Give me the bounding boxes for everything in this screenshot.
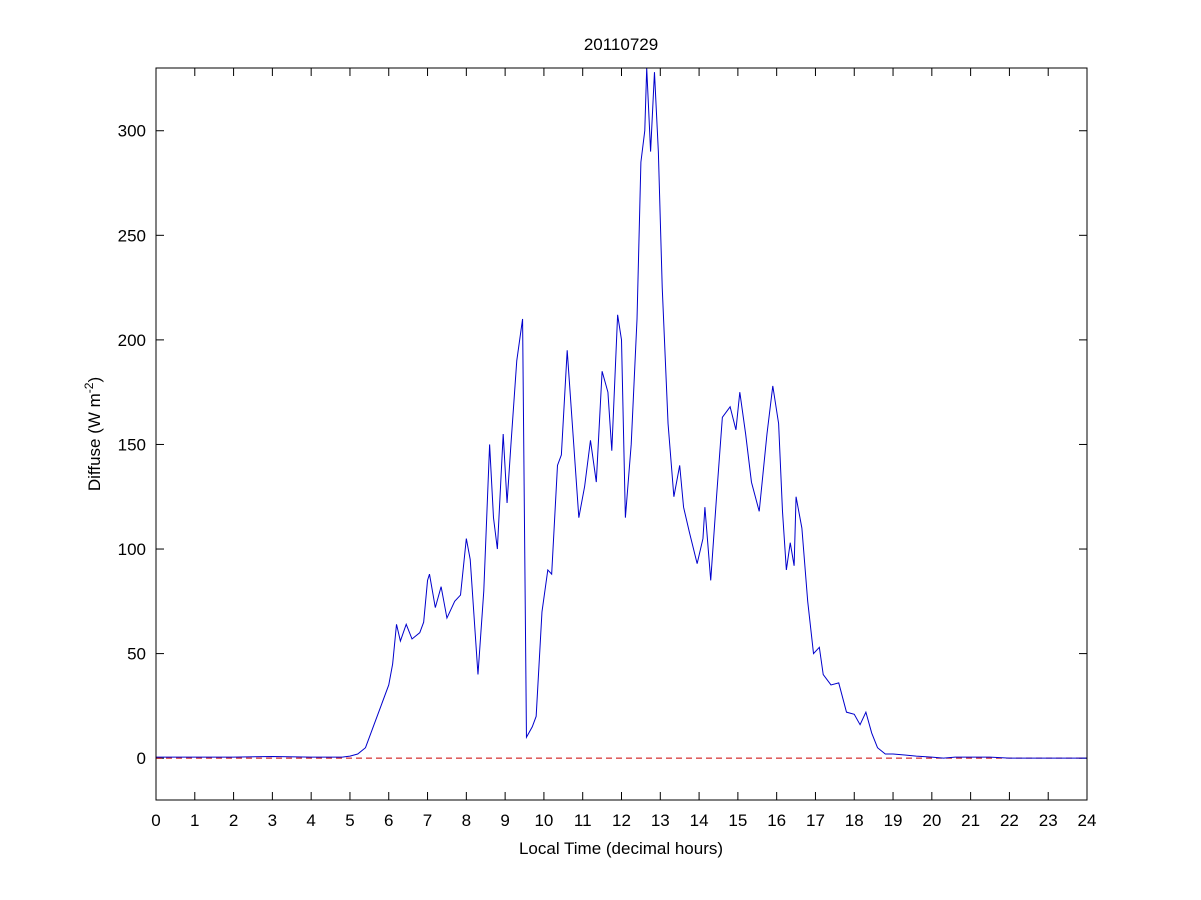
x-tick-label: 12: [612, 811, 631, 830]
x-tick-label: 5: [345, 811, 354, 830]
y-label-close: ): [85, 377, 104, 383]
x-tick-label: 4: [306, 811, 315, 830]
y-axis-label: Diffuse (W m-2): [82, 377, 104, 491]
x-tick-label: 14: [690, 811, 709, 830]
x-tick-label: 20: [922, 811, 941, 830]
x-tick-label: 24: [1078, 811, 1097, 830]
chart-title: 20110729: [584, 35, 658, 54]
x-tick-label: 9: [500, 811, 509, 830]
y-tick-label: 100: [118, 540, 146, 559]
x-tick-label: 7: [423, 811, 432, 830]
y-tick-label: 150: [118, 435, 146, 454]
x-tick-label: 18: [845, 811, 864, 830]
y-tick-label: 250: [118, 226, 146, 245]
y-label-text: Diffuse (W m: [85, 393, 104, 491]
x-tick-label: 3: [268, 811, 277, 830]
data-line: [156, 67, 1087, 759]
x-tick-label: 2: [229, 811, 238, 830]
x-tick-label: 17: [806, 811, 825, 830]
y-label-superscript: -2: [82, 382, 96, 393]
x-tick-label: 6: [384, 811, 393, 830]
x-tick-label: 13: [651, 811, 670, 830]
x-axis-label: Local Time (decimal hours): [519, 839, 723, 858]
x-tick-label: 11: [574, 811, 592, 830]
x-tick-label: 21: [961, 811, 980, 830]
plot-frame: [155, 67, 1088, 801]
x-tick-label: 16: [767, 811, 786, 830]
x-tick-label: 15: [728, 811, 747, 830]
y-tick-label: 300: [118, 122, 146, 141]
x-tick-label: 1: [190, 811, 199, 830]
x-tick-label: 10: [534, 811, 553, 830]
y-tick-label: 200: [118, 331, 146, 350]
y-tick-label: 0: [137, 749, 146, 768]
x-tick-label: 22: [1000, 811, 1019, 830]
x-tick-label: 23: [1039, 811, 1058, 830]
x-tick-label: 19: [884, 811, 903, 830]
y-tick-label: 50: [127, 645, 146, 664]
x-tick-label: 8: [462, 811, 471, 830]
x-tick-label: 0: [151, 811, 160, 830]
